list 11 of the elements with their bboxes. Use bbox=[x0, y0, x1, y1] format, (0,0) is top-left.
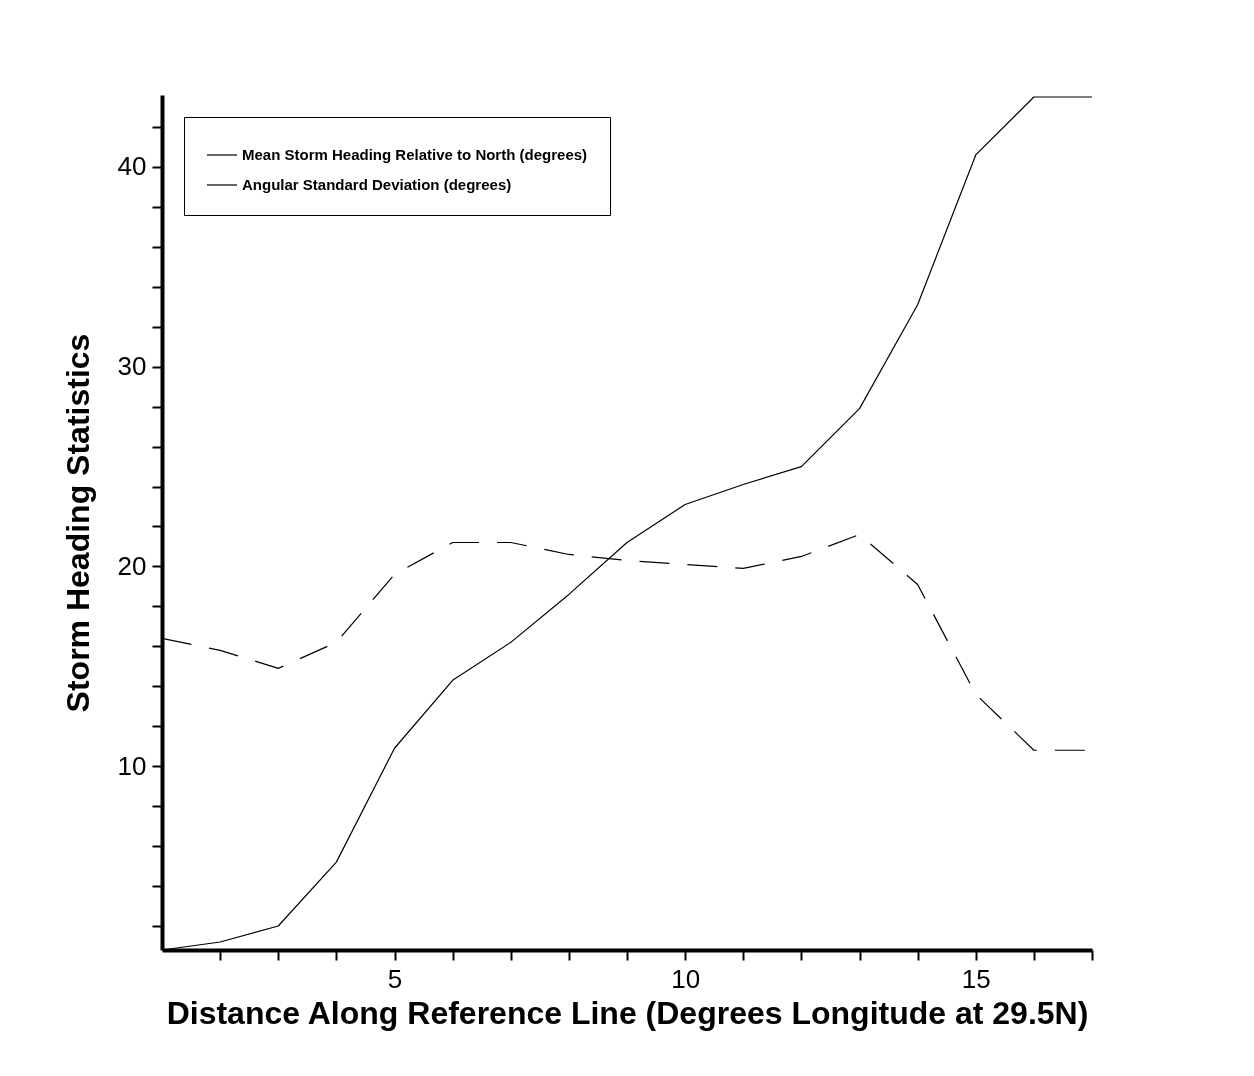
legend-label: Mean Storm Heading Relative to North (degrees) bbox=[242, 146, 588, 163]
y-tick-label: 40 bbox=[117, 151, 147, 182]
x-tick-label: 10 bbox=[671, 963, 701, 994]
x-tick-label: 15 bbox=[961, 963, 991, 994]
x-axis-title: Distance Along Reference Line (Degrees Longitude at 29.5N) bbox=[166, 994, 1089, 1031]
legend-label: Angular Standard Deviation (degrees) bbox=[242, 176, 512, 193]
y-axis-title: Storm Heading Statistics bbox=[59, 333, 96, 713]
y-tick-label: 30 bbox=[117, 351, 147, 382]
y-tick-label: 20 bbox=[117, 550, 147, 581]
y-tick-label: 10 bbox=[117, 750, 147, 781]
x-tick-label: 5 bbox=[387, 963, 403, 994]
